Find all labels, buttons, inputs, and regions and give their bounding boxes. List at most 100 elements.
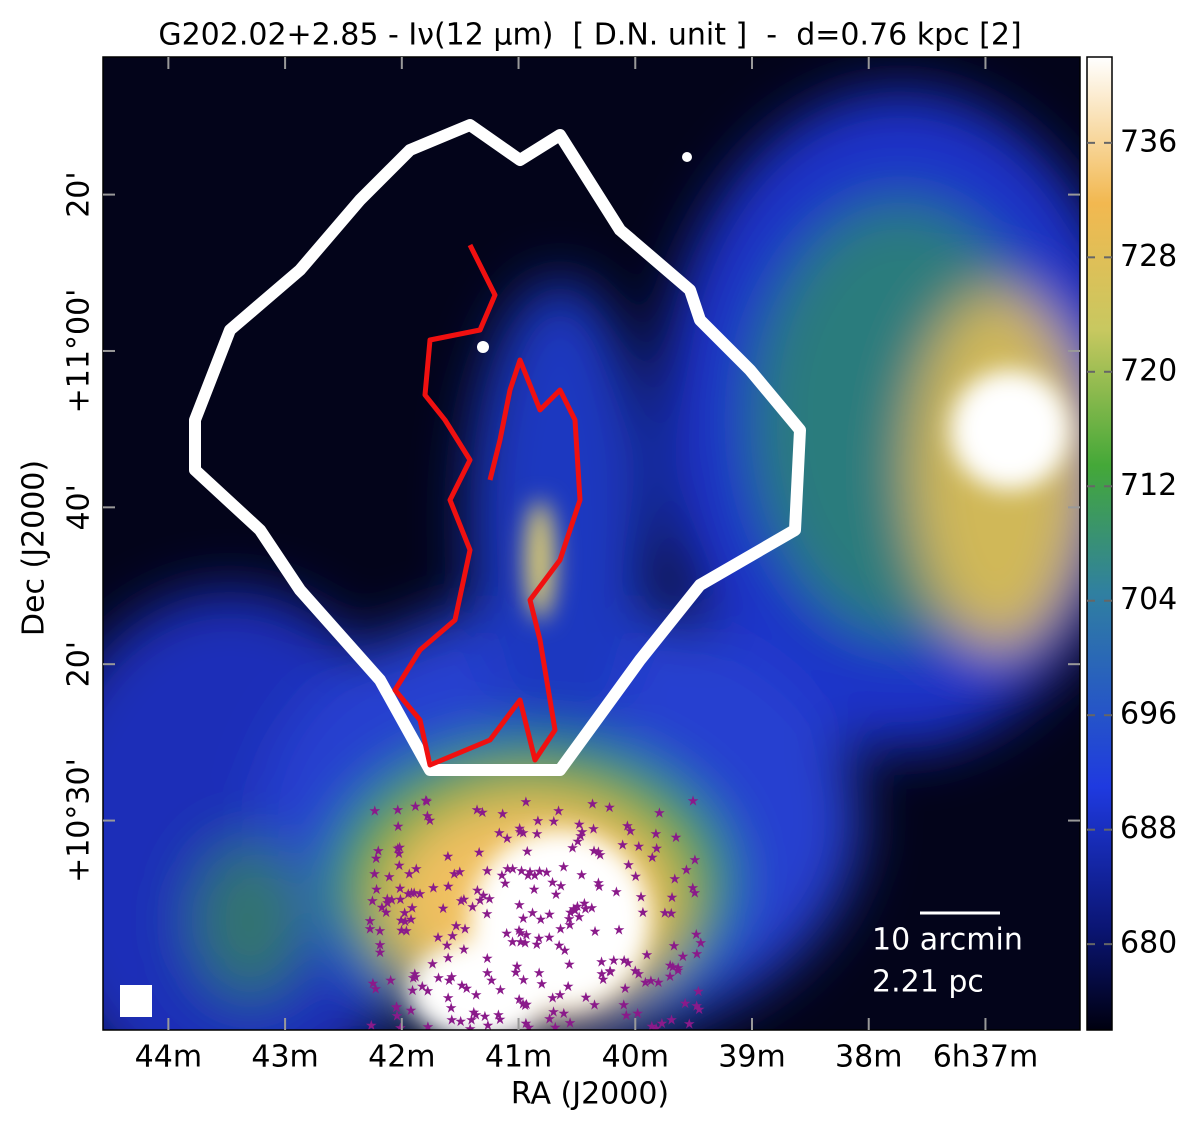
yso-star: ★ (688, 886, 701, 902)
yso-star: ★ (448, 866, 461, 882)
yso-star: ★ (641, 948, 654, 964)
yso-star: ★ (652, 975, 665, 991)
yso-star: ★ (690, 927, 703, 943)
yso-star: ★ (370, 851, 383, 867)
yso-star: ★ (506, 935, 519, 951)
yso-star: ★ (554, 987, 567, 1003)
yso-star: ★ (522, 868, 535, 884)
yso-star: ★ (499, 876, 512, 892)
yso-star: ★ (366, 894, 379, 910)
yso-star: ★ (468, 1005, 481, 1021)
yso-star: ★ (569, 903, 582, 919)
yso-star: ★ (672, 961, 685, 977)
yso-star: ★ (513, 821, 526, 837)
yso-star: ★ (510, 965, 523, 981)
yso-star: ★ (393, 858, 406, 874)
yso-star: ★ (554, 921, 567, 937)
yso-star: ★ (492, 1008, 505, 1024)
yso-star: ★ (517, 973, 530, 989)
yso-star: ★ (576, 824, 589, 840)
sky-image: ★★★★★★★★★★★★★★★★★★★★★★ ★★★★★★★★★★★★★★★★★★… (103, 57, 1080, 1035)
yso-star: ★ (645, 1019, 658, 1035)
yso-star: ★ (441, 938, 454, 954)
yso-star: ★ (533, 931, 546, 947)
yso-star: ★ (677, 949, 690, 965)
yso-star: ★ (479, 1009, 492, 1025)
yso-star: ★ (422, 1019, 435, 1035)
yso-star: ★ (555, 879, 568, 895)
yso-star: ★ (473, 845, 486, 861)
yso-star: ★ (442, 879, 455, 895)
yso-star: ★ (664, 969, 677, 985)
yso-star: ★ (460, 981, 473, 997)
yso-star: ★ (405, 1003, 418, 1019)
yso-star: ★ (442, 951, 455, 967)
yso-star: ★ (679, 996, 692, 1012)
yso-star: ★ (481, 966, 494, 982)
yso-star: ★ (403, 866, 416, 882)
yso-star: ★ (514, 934, 527, 950)
yso-star: ★ (593, 879, 606, 895)
yso-star: ★ (653, 806, 666, 822)
yso-star: ★ (368, 867, 381, 883)
yso-star: ★ (458, 892, 471, 908)
yso-star: ★ (374, 945, 387, 961)
yso-star: ★ (395, 923, 408, 939)
x-tick-label: 40m (602, 1040, 669, 1075)
yso-star: ★ (579, 902, 592, 918)
yso-star: ★ (546, 875, 559, 891)
yso-star: ★ (683, 1016, 696, 1032)
yso-star: ★ (534, 912, 547, 928)
yso-star: ★ (394, 881, 407, 897)
yso-star: ★ (392, 802, 405, 818)
yso-star: ★ (506, 862, 519, 878)
yso-star: ★ (406, 900, 419, 916)
yso-star: ★ (370, 882, 383, 898)
yso-star: ★ (520, 997, 533, 1013)
yso-star: ★ (476, 805, 489, 821)
yso-star: ★ (459, 922, 472, 938)
yso-star: ★ (445, 969, 458, 985)
yso-star: ★ (562, 979, 575, 995)
yso-star: ★ (529, 868, 542, 884)
yso-star: ★ (393, 846, 406, 862)
colorbar-tick-label: 728 (1120, 239, 1177, 274)
yso-star: ★ (668, 938, 681, 954)
yso-star: ★ (374, 937, 387, 953)
yso-star: ★ (408, 886, 421, 902)
yso-star: ★ (571, 834, 584, 850)
yso-star: ★ (564, 1015, 577, 1031)
yso-star: ★ (586, 901, 599, 917)
yso-star: ★ (546, 990, 559, 1006)
y-tick-label: 40' (62, 484, 97, 530)
yso-star: ★ (450, 919, 463, 935)
yso-star: ★ (620, 1008, 633, 1024)
yso-star: ★ (367, 976, 380, 992)
yso-star: ★ (557, 859, 570, 875)
yso-star: ★ (637, 905, 650, 921)
yso-star: ★ (456, 978, 469, 994)
colorbar-tick-label: 696 (1120, 697, 1177, 732)
yso-star: ★ (405, 912, 418, 928)
yso-star: ★ (521, 844, 534, 860)
yso-star: ★ (519, 998, 532, 1014)
yso-star: ★ (526, 906, 539, 922)
yso-star: ★ (414, 887, 427, 903)
yso-star: ★ (547, 814, 560, 830)
yso-star: ★ (558, 943, 571, 959)
yso-star: ★ (520, 928, 533, 944)
yso-star: ★ (586, 797, 599, 813)
yso-star: ★ (592, 845, 605, 861)
yso-star: ★ (420, 793, 433, 809)
yso-star: ★ (514, 824, 527, 840)
yso-star: ★ (391, 1008, 404, 1024)
yso-star: ★ (578, 896, 591, 912)
yso-star: ★ (383, 870, 396, 886)
yso-stars: ★★★★★★★★★★★★★★★★★★★★★★ ★★★★★★★★★★★★★★★★★★… (364, 793, 707, 1035)
yso-star: ★ (493, 826, 506, 842)
yso-star: ★ (482, 1018, 495, 1034)
colorbar-tick-label: 712 (1120, 468, 1177, 503)
yso-star: ★ (610, 884, 623, 900)
yso-star: ★ (481, 906, 494, 922)
